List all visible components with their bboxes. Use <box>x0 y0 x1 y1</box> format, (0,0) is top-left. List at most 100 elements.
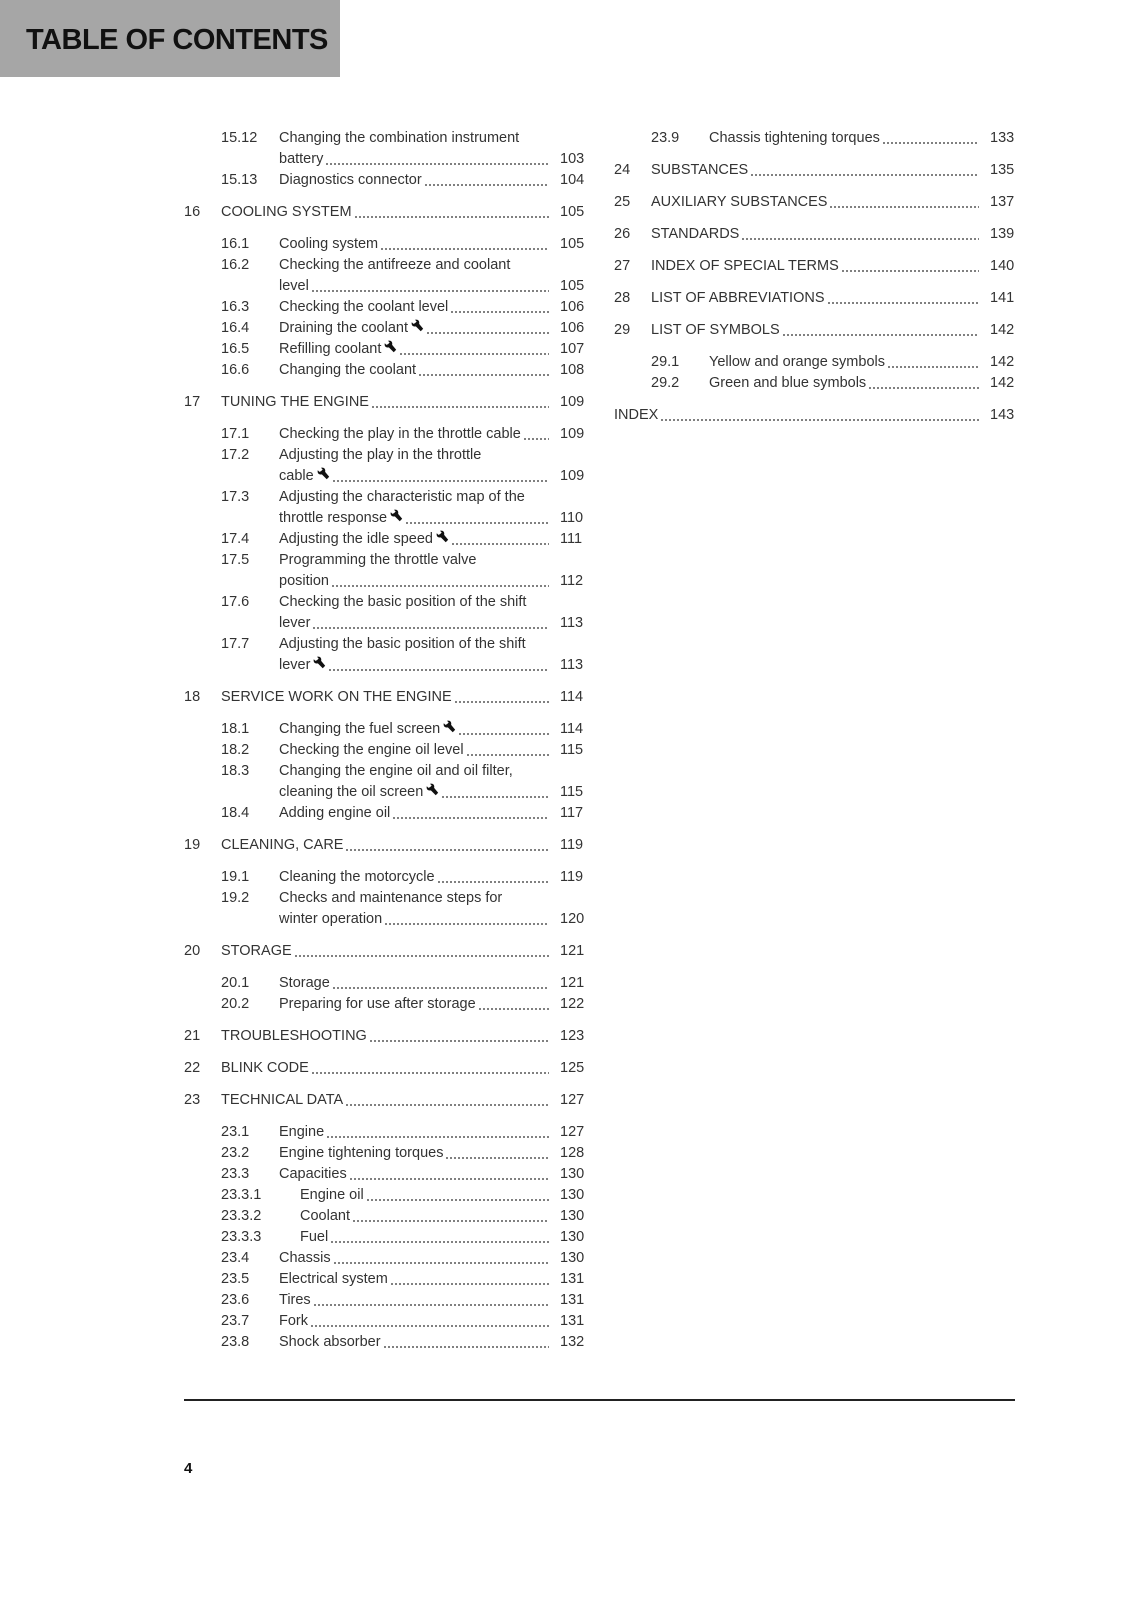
toc-entry-page[interactable]: 111 <box>560 531 583 547</box>
toc-entry-title[interactable]: SUBSTANCES <box>651 162 749 178</box>
toc-entry-page[interactable]: 121 <box>560 943 585 959</box>
toc-entry[interactable]: 25 AUXILIARY SUBSTANCES 137 <box>614 192 1016 213</box>
toc-entry-title[interactable]: TECHNICAL DATA <box>221 1092 344 1108</box>
toc-entry-page[interactable]: 131 <box>560 1313 585 1329</box>
toc-entry-title[interactable]: Changing the engine oil and oil filter, <box>279 763 513 779</box>
toc-entry-page[interactable]: 106 <box>560 320 585 336</box>
toc-entry[interactable]: 16.3 Checking the coolant level 106 <box>184 297 586 318</box>
toc-entry-title[interactable]: Cooling system <box>279 236 379 252</box>
toc-entry-title[interactable]: Checking the play in the throttle cable <box>279 426 521 442</box>
toc-entry[interactable]: 27 INDEX OF SPECIAL TERMS 140 <box>614 256 1016 277</box>
toc-entry-page[interactable]: 128 <box>560 1145 585 1161</box>
toc-entry[interactable]: 17.2 Adjusting the play in the throttle ca… <box>184 445 586 487</box>
toc-entry-title[interactable]: Adjusting the characteristic map of the <box>279 489 525 505</box>
toc-entry-title[interactable]: Refilling coolant <box>279 341 382 357</box>
toc-entry-title[interactable]: Preparing for use after storage <box>279 996 476 1012</box>
toc-entry[interactable]: 15.13 Diagnostics connector 104 <box>184 170 586 191</box>
toc-entry-title[interactable]: cable <box>279 468 314 484</box>
toc-entry-page[interactable]: 122 <box>560 996 585 1012</box>
toc-entry-title[interactable]: Adjusting the play in the throttle <box>279 447 482 463</box>
toc-entry-page[interactable]: 125 <box>560 1060 585 1076</box>
toc-entry-title[interactable]: Capacities <box>279 1166 347 1182</box>
toc-entry[interactable]: 15.12 Changing the combination instrument… <box>184 128 586 170</box>
toc-entry[interactable]: 19.1 Cleaning the motorcycle 119 <box>184 867 586 888</box>
toc-entry[interactable]: 26 STANDARDS 139 <box>614 224 1016 245</box>
toc-entry[interactable]: 23.3.2 Coolant 130 <box>184 1206 586 1227</box>
toc-entry[interactable]: 17 TUNING THE ENGINE 109 <box>184 392 586 413</box>
toc-entry-title[interactable]: INDEX <box>614 407 659 423</box>
toc-entry-page[interactable]: 130 <box>560 1229 585 1245</box>
toc-entry-title[interactable]: INDEX OF SPECIAL TERMS <box>651 258 839 274</box>
toc-entry-page[interactable]: 104 <box>560 172 585 188</box>
toc-entry-title[interactable]: lever <box>279 657 311 673</box>
toc-entry-title[interactable]: lever <box>279 615 311 631</box>
toc-entry[interactable]: 17.7 Adjusting the basic position of the … <box>184 634 586 676</box>
toc-entry[interactable]: 23 TECHNICAL DATA 127 <box>184 1090 586 1111</box>
toc-entry-page[interactable]: 115 <box>560 742 584 758</box>
toc-entry-page[interactable]: 139 <box>990 226 1015 242</box>
toc-entry-title[interactable]: Adjusting the idle speed <box>279 531 433 547</box>
toc-entry[interactable]: 23.5 Electrical system 131 <box>184 1269 586 1290</box>
toc-entry-page[interactable]: 130 <box>560 1250 585 1266</box>
toc-entry-page[interactable]: 142 <box>990 354 1015 370</box>
toc-entry-page[interactable]: 103 <box>560 151 585 167</box>
toc-entry[interactable]: 29 LIST OF SYMBOLS 142 <box>614 320 1016 341</box>
toc-entry-page[interactable]: 117 <box>560 805 584 821</box>
toc-entry-page[interactable]: 114 <box>560 721 584 737</box>
toc-entry-title[interactable]: throttle response <box>279 510 388 526</box>
toc-entry-page[interactable]: 119 <box>560 869 584 885</box>
toc-entry-page[interactable]: 119 <box>560 837 584 853</box>
toc-entry[interactable]: 22 BLINK CODE 125 <box>184 1058 586 1079</box>
toc-entry-page[interactable]: 127 <box>560 1092 585 1108</box>
toc-entry-page[interactable]: 121 <box>560 975 585 991</box>
toc-entry-title[interactable]: Fork <box>279 1313 308 1329</box>
toc-entry-title[interactable]: position <box>279 573 329 589</box>
toc-entry-title[interactable]: Diagnostics connector <box>279 172 422 188</box>
toc-entry-page[interactable]: 141 <box>990 290 1015 306</box>
toc-entry-title[interactable]: STANDARDS <box>651 226 740 242</box>
toc-entry[interactable]: 17.6 Checking the basic position of the s… <box>184 592 586 634</box>
toc-entry[interactable]: 28 LIST OF ABBREVIATIONS 141 <box>614 288 1016 309</box>
toc-entry-title[interactable]: Changing the combination instrument <box>279 130 520 146</box>
toc-entry[interactable]: 17.1 Checking the play in the throttle ca… <box>184 424 586 445</box>
toc-entry-title[interactable]: Checks and maintenance steps for <box>279 890 503 906</box>
toc-entry-title[interactable]: battery <box>279 151 324 167</box>
toc-entry-page[interactable]: 133 <box>990 130 1015 146</box>
toc-entry-title[interactable]: Checking the engine oil level <box>279 742 464 758</box>
toc-entry-title[interactable]: Adjusting the basic position of the shif… <box>279 636 526 652</box>
toc-entry-title[interactable]: Engine <box>279 1124 325 1140</box>
toc-entry[interactable]: 23.3.3 Fuel 130 <box>184 1227 586 1248</box>
toc-entry[interactable]: 23.3 Capacities 130 <box>184 1164 586 1185</box>
toc-entry-title[interactable]: Coolant <box>300 1208 350 1224</box>
toc-entry-page[interactable]: 109 <box>560 426 585 442</box>
toc-entry[interactable]: 18.4 Adding engine oil 117 <box>184 803 586 824</box>
toc-entry-title[interactable]: AUXILIARY SUBSTANCES <box>651 194 828 210</box>
toc-entry[interactable]: 23.2 Engine tightening torques 128 <box>184 1143 586 1164</box>
toc-entry[interactable]: 21 TROUBLESHOOTING 123 <box>184 1026 586 1047</box>
toc-entry[interactable]: 23.7 Fork 131 <box>184 1311 586 1332</box>
toc-entry-page[interactable]: 113 <box>560 615 584 631</box>
toc-entry-page[interactable]: 105 <box>560 236 585 252</box>
toc-entry[interactable]: 16.6 Changing the coolant 108 <box>184 360 586 381</box>
toc-entry-title[interactable]: Checking the basic position of the shift <box>279 594 527 610</box>
toc-entry[interactable]: 17.5 Programming the throttle valve positi… <box>184 550 586 592</box>
toc-entry[interactable]: 19.2 Checks and maintenance steps for wint… <box>184 888 586 930</box>
toc-entry-page[interactable]: 132 <box>560 1334 585 1350</box>
toc-entry-page[interactable]: 142 <box>990 322 1015 338</box>
toc-entry-page[interactable]: 114 <box>560 689 584 705</box>
toc-entry-title[interactable]: Yellow and orange symbols <box>709 354 885 370</box>
toc-entry[interactable]: 29.1 Yellow and orange symbols 142 <box>614 352 1016 373</box>
toc-entry-title[interactable]: Electrical system <box>279 1271 388 1287</box>
toc-entry-page[interactable]: 105 <box>560 204 585 220</box>
toc-entry[interactable]: 20 STORAGE 121 <box>184 941 586 962</box>
toc-entry-page[interactable]: 137 <box>990 194 1015 210</box>
toc-entry[interactable]: INDEX 143 <box>614 405 1016 426</box>
toc-entry-title[interactable]: Engine tightening torques <box>279 1145 444 1161</box>
toc-entry[interactable]: 18.3 Changing the engine oil and oil filt… <box>184 761 586 803</box>
toc-entry-title[interactable]: Chassis tightening torques <box>709 130 880 146</box>
toc-entry-title[interactable]: Tires <box>279 1292 311 1308</box>
toc-entry[interactable]: 16.4 Draining the coolant 106 <box>184 318 586 339</box>
toc-entry-title[interactable]: Cleaning the motorcycle <box>279 869 435 885</box>
toc-entry-title[interactable]: Changing the fuel screen <box>279 721 441 737</box>
toc-entry-page[interactable]: 143 <box>990 407 1015 423</box>
